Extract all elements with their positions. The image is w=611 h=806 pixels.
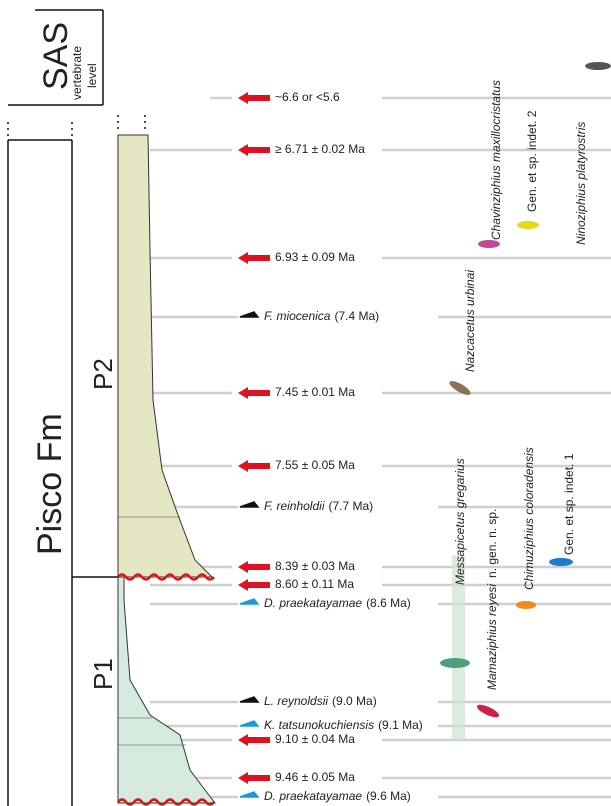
arrow: [238, 92, 270, 104]
biomarker-age: (9.1 Ma): [378, 718, 423, 732]
taxon-name: Chavinziphius maxillocristatus: [489, 80, 503, 240]
biomarker-flag: [239, 501, 260, 508]
column-beds: [118, 516, 186, 746]
taxon-label: Ninoziphius platyrostris: [574, 122, 588, 245]
taxon-name: Gen. et sp. indet. 2: [525, 110, 539, 212]
p2-column: [117, 134, 214, 578]
sas-title: SAS: [37, 22, 75, 90]
unconformity: [117, 573, 215, 806]
formation-name: Pisco Fm: [31, 413, 69, 555]
label-bg: [238, 718, 438, 734]
biomarker-name: D. praekatayamae: [264, 596, 362, 610]
taxon-label: Chimuziphius coloradensis: [522, 447, 536, 590]
label-bg: [232, 559, 382, 575]
member-label: P2: [88, 358, 118, 390]
biomarker-label: F. miocenica (7.4 Ma): [264, 309, 379, 323]
biomarker-label: F. reinholdii (7.7 Ma): [264, 499, 373, 513]
date-label: 9.10 ± 0.04 Ma: [275, 732, 355, 746]
arrow: [238, 579, 270, 591]
biomarker-label: D. praekatayamae (9.6 Ma): [264, 789, 411, 803]
arrow: [238, 772, 270, 784]
label-bg: [232, 458, 382, 474]
taxon-note: n. gen. n. sp.: [485, 509, 499, 578]
label-bg: [232, 770, 382, 786]
biomarker-label: D. praekatayamae (8.6 Ma): [264, 596, 411, 610]
range-bar: [452, 555, 465, 740]
member-label: P1: [88, 658, 118, 690]
date-label: 7.55 ± 0.05 Ma: [275, 458, 355, 472]
biomarker-flag: [239, 598, 260, 605]
biomarker-name: F. miocenica: [264, 309, 331, 323]
biomarker-name: L. reynoldsii: [264, 694, 328, 708]
biomarker-label: L. reynoldsii (9.0 Ma): [264, 694, 377, 708]
label-bg: [232, 142, 382, 158]
taxon-label: Messapicetus gregarius: [453, 458, 467, 585]
label-bg: [238, 789, 438, 805]
taxon-name: Mamaziphius reyesi: [485, 584, 499, 690]
sas-subtitle: vertebrate: [70, 46, 84, 100]
biomarker-age: (9.0 Ma): [332, 694, 377, 708]
biomarker-name: K. tatsunokuchiensis: [264, 718, 374, 732]
taxon-name: Nazcacetus urbinai: [463, 270, 477, 372]
arrow: [238, 144, 270, 156]
date-label: ~6.6 or <5.6: [275, 90, 340, 104]
date-label: 6.93 ± 0.09 Ma: [275, 250, 355, 264]
arrow: [238, 561, 270, 573]
frame: [7, 9, 146, 806]
arrow: [238, 252, 270, 264]
date-label: 7.45 ± 0.01 Ma: [275, 385, 355, 399]
label-bg: [238, 596, 438, 612]
taxon-name: Messapicetus gregarius: [453, 458, 467, 585]
p1-column: [117, 576, 217, 804]
taxon-label: Gen. et sp. indet. 1: [562, 453, 576, 555]
date-label: 8.39 ± 0.03 Ma: [275, 559, 355, 573]
arrow: [238, 734, 270, 746]
taxon-label: Nazcacetus urbinai: [463, 270, 477, 372]
sas-subtitle: level: [85, 63, 99, 88]
taxon-name: Chimuziphius coloradensis: [522, 447, 536, 590]
label-bg: [238, 309, 438, 325]
date-label: 9.46 ± 0.05 Ma: [275, 770, 355, 784]
biomarker-flag: [239, 720, 260, 727]
date-label: 8.60 ± 0.11 Ma: [275, 577, 354, 591]
biomarker-flag: [239, 696, 260, 703]
biomarker-age: (8.6 Ma): [366, 596, 411, 610]
taxon-name: Ninoziphius platyrostris: [574, 122, 588, 245]
date-label: ≥ 6.71 ± 0.02 Ma: [275, 142, 365, 156]
biomarker-age: (7.7 Ma): [328, 499, 373, 513]
label-bg: [232, 732, 382, 748]
biomarker-age: (9.6 Ma): [366, 789, 411, 803]
label-bg: [238, 694, 438, 710]
taxon-name: Gen. et sp. indet. 1: [562, 453, 576, 555]
arrow: [238, 387, 270, 399]
biomarker-age: (7.4 Ma): [334, 309, 379, 323]
taxon-label: Gen. et sp. indet. 2: [525, 110, 539, 212]
biomarker-name: D. praekatayamae: [264, 789, 362, 803]
label-bg: [232, 90, 382, 106]
label-bg: [232, 577, 382, 593]
label-bg: [232, 385, 382, 401]
label-bg: [232, 250, 382, 266]
biomarker-flag: [239, 791, 260, 798]
taxon-label: Chavinziphius maxillocristatus: [489, 80, 503, 240]
biomarker-flag: [239, 311, 260, 318]
label-bg: [238, 499, 438, 515]
whales: [440, 62, 611, 718]
biomarker-name: F. reinholdii: [264, 499, 325, 513]
biomarker-label: K. tatsunokuchiensis (9.1 Ma): [264, 718, 423, 732]
taxon-label: Mamaziphius reyesi n. gen. n. sp.: [485, 509, 499, 690]
arrow: [238, 460, 270, 472]
